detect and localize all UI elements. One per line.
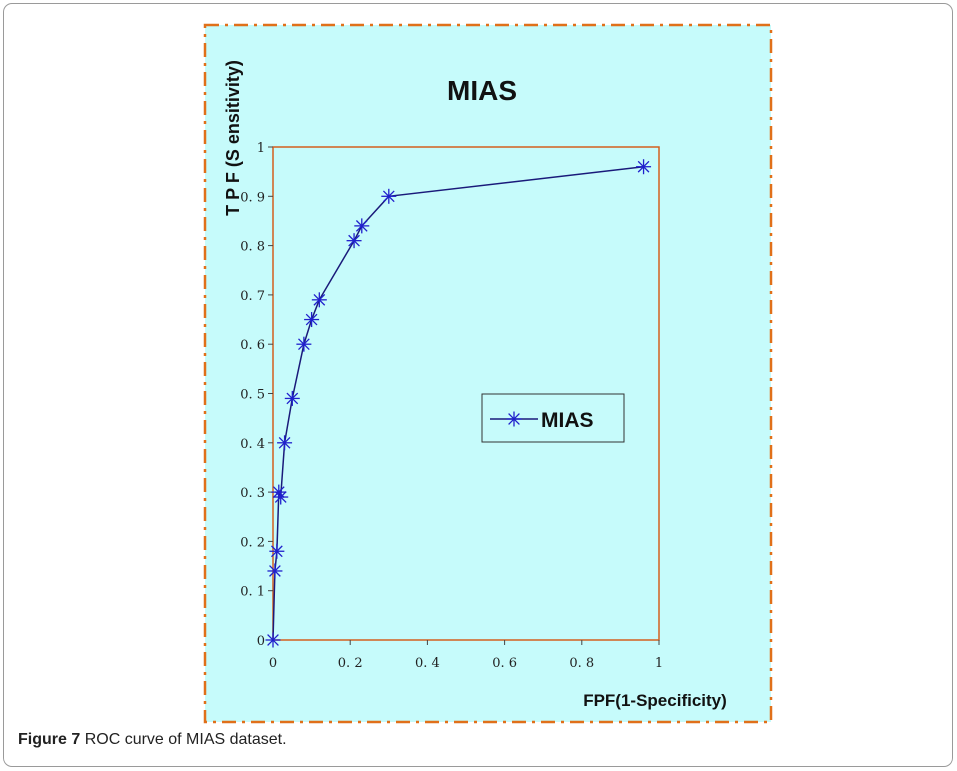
y-tick-label: 0. 8 <box>240 240 265 255</box>
x-tick-label: 0. 6 <box>492 656 517 671</box>
y-tick-label: 0. 6 <box>240 338 265 353</box>
x-tick-label: 1 <box>655 656 663 671</box>
legend: MIAS <box>481 393 625 443</box>
data-point-marker <box>277 435 293 451</box>
y-tick-label: 1 <box>257 141 265 156</box>
x-tick-label: 0. 2 <box>338 656 363 671</box>
y-tick-label: 0 <box>257 634 265 649</box>
y-tick-label: 0. 1 <box>240 585 265 600</box>
y-axis-ticks: 0 0. 1 0. 2 0. 3 0. 4 0. 5 0. 6 0. 7 0. 8 0. 9 1 <box>240 141 273 649</box>
series-line-mias <box>272 165 644 641</box>
y-tick-label: 0. 2 <box>240 535 265 550</box>
data-point-marker <box>304 312 320 328</box>
data-point-marker <box>284 390 300 406</box>
data-point-marker <box>354 218 370 234</box>
x-tick-label: 0. 4 <box>415 656 440 671</box>
x-tick-label: 0 <box>269 656 277 671</box>
data-point-marker <box>636 159 652 175</box>
chart-panel <box>203 23 773 724</box>
data-point-marker <box>273 489 289 505</box>
data-point-marker <box>296 336 312 352</box>
legend-marker-icon <box>506 411 522 427</box>
data-point-marker <box>346 233 362 249</box>
series-markers <box>265 159 652 648</box>
figure-label: Figure 7 <box>18 731 81 748</box>
figure-caption-text: ROC curve of MIAS dataset. <box>84 731 287 748</box>
x-axis-ticks: 0 0. 2 0. 4 0. 6 0. 8 1 <box>269 640 663 671</box>
legend-label: MIAS <box>541 409 594 432</box>
data-point-marker <box>265 632 281 648</box>
y-axis-label: T P F (S ensitivity) <box>223 60 243 216</box>
y-tick-label: 0. 9 <box>240 190 265 205</box>
legend-box <box>481 393 625 443</box>
figure-caption: Figure 7 ROC curve of MIAS dataset. <box>18 731 287 749</box>
x-axis-label: FPF(1-Specificity) <box>583 691 727 710</box>
y-tick-label: 0. 7 <box>240 289 265 304</box>
y-tick-label: 0. 4 <box>240 437 265 452</box>
data-point-marker <box>269 543 285 559</box>
legend-marker-glyph <box>506 411 522 427</box>
data-point-marker <box>381 188 397 204</box>
chart-title: MIAS <box>447 75 517 106</box>
y-tick-label: 0. 3 <box>240 486 265 501</box>
y-tick-label: 0. 5 <box>240 388 265 403</box>
x-tick-label: 0. 8 <box>569 656 594 671</box>
data-point-marker <box>311 292 327 308</box>
data-point-marker <box>267 563 283 579</box>
